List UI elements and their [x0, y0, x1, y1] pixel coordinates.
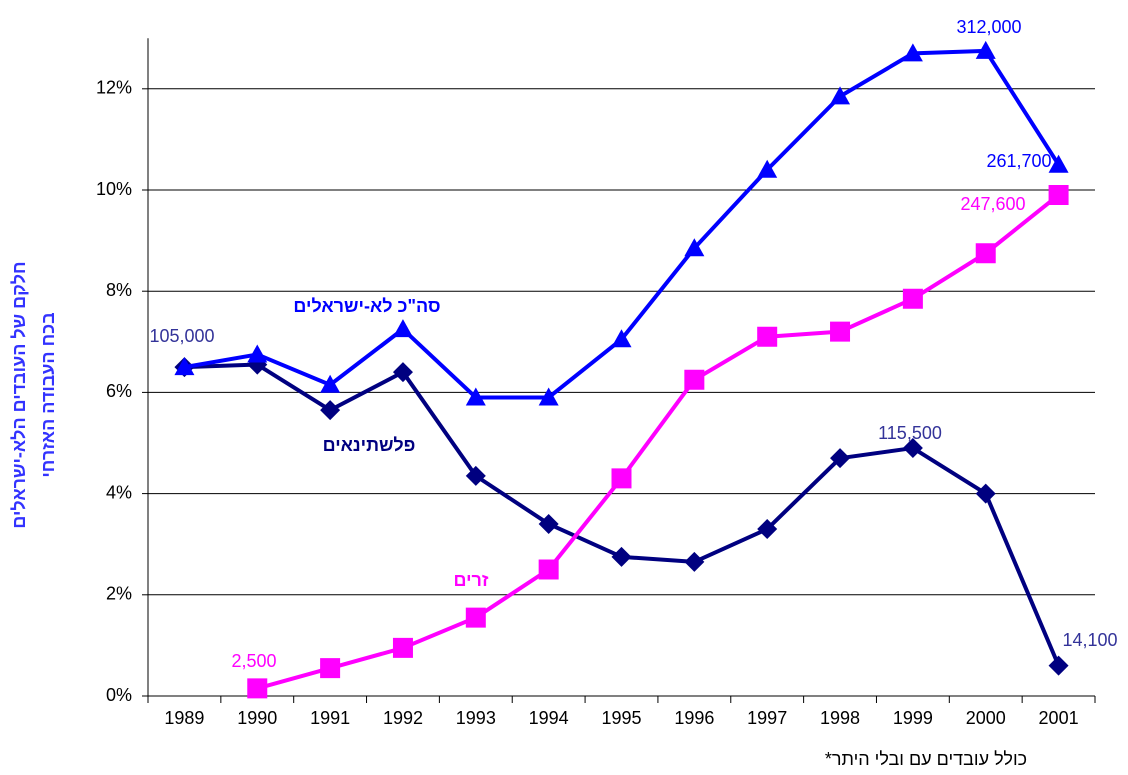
marker	[538, 387, 559, 406]
x-tick-label: 1997	[747, 708, 787, 728]
marker	[465, 387, 486, 406]
x-tick-label: 1990	[237, 708, 277, 728]
marker	[320, 400, 341, 421]
marker	[538, 559, 559, 580]
marker	[902, 43, 923, 62]
x-tick-label: 1996	[674, 708, 714, 728]
marker	[392, 319, 413, 338]
marker	[465, 465, 486, 486]
marker	[757, 159, 778, 178]
marker	[611, 546, 632, 567]
marker	[392, 637, 413, 658]
series-label: פלשתינאים	[323, 435, 416, 455]
marker	[1048, 655, 1069, 676]
y-label-line: חלקם של העובדים הלא-ישראלים	[9, 261, 29, 528]
x-tick-label: 1994	[529, 708, 569, 728]
x-tick-label: 1989	[164, 708, 204, 728]
marker	[757, 326, 778, 347]
marker	[975, 243, 996, 264]
x-tick-label: 1991	[310, 708, 350, 728]
marker	[538, 513, 559, 534]
series-line	[256, 193, 1060, 691]
x-tick-label: 1992	[383, 708, 423, 728]
x-tick-label: 1995	[601, 708, 641, 728]
marker	[684, 551, 705, 572]
series-label: סה"כ לא-ישראלים	[293, 296, 440, 316]
y-tick-label: 4%	[106, 482, 132, 502]
marker	[247, 344, 268, 363]
y-tick-label: 10%	[96, 179, 132, 199]
marker	[174, 357, 195, 376]
marker	[320, 374, 341, 393]
marker	[830, 321, 851, 342]
marker	[975, 40, 996, 59]
marker	[830, 448, 851, 469]
y-tick-label: 6%	[106, 381, 132, 401]
y-tick-label: 8%	[106, 280, 132, 300]
annotation: 2,500	[231, 651, 276, 671]
annotation: 261,700	[986, 151, 1051, 171]
y-label: חלקם של העובדים הלא-ישראלים בכח העבודה הא…	[9, 261, 58, 528]
marker	[1048, 185, 1069, 206]
y-label-line: בכח העבודה האזרחי	[38, 312, 58, 477]
marker	[757, 519, 778, 540]
x-tick-label: 1999	[893, 708, 933, 728]
x-tick-label: 2000	[966, 708, 1006, 728]
series-label: זרים	[454, 570, 489, 590]
series-line	[184, 362, 1061, 667]
marker	[1048, 154, 1069, 173]
marker	[975, 483, 996, 504]
y-tick-label: 12%	[96, 78, 132, 98]
marker	[684, 369, 705, 390]
marker	[465, 607, 486, 628]
marker	[320, 658, 341, 679]
marker	[611, 329, 632, 348]
marker	[684, 238, 705, 257]
marker	[392, 362, 413, 383]
marker	[247, 678, 268, 699]
y-tick-label: 0%	[106, 685, 132, 705]
x-tick-label: 1998	[820, 708, 860, 728]
annotation: 105,000	[149, 326, 214, 346]
x-tick-label: 2001	[1039, 708, 1079, 728]
annotation: 14,100	[1062, 630, 1117, 650]
x-tick-label: 1993	[456, 708, 496, 728]
marker	[902, 288, 923, 309]
annotation: 115,500	[878, 423, 942, 443]
marker	[902, 438, 923, 459]
y-tick-label: 2%	[106, 584, 132, 604]
marker	[611, 468, 632, 489]
footnote: כולל עובדים עם ובלי היתר*	[825, 749, 1027, 769]
annotation: 312,000	[956, 17, 1021, 37]
marker	[830, 86, 851, 105]
annotation: 247,600	[960, 194, 1025, 214]
